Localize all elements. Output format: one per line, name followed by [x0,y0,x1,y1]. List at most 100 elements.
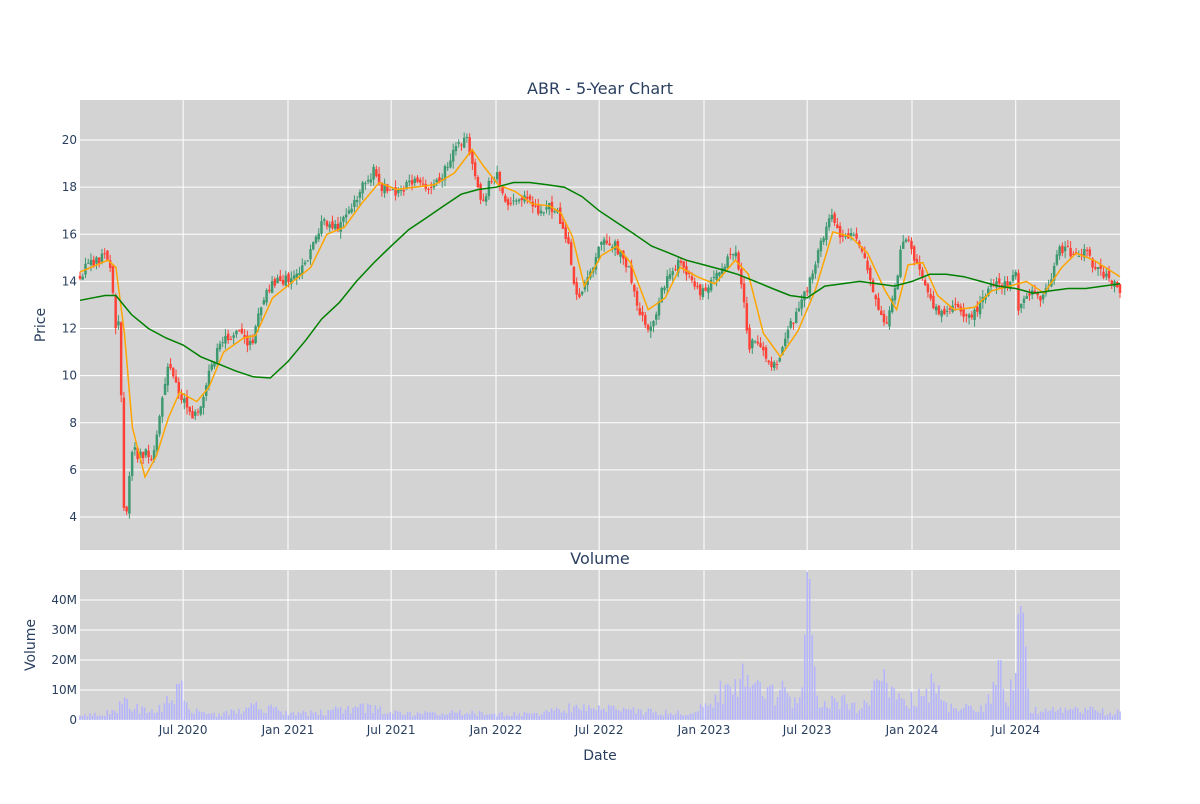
volume-bar [612,705,615,720]
volume-bar [210,713,213,720]
price-candle [767,359,770,365]
volume-bar [141,706,143,720]
volume-bar [1067,710,1069,720]
volume-bar [555,707,558,720]
volume-bar [421,714,424,720]
price-candle [235,329,238,338]
volume-bar [729,686,732,720]
volume-bar [486,714,488,720]
volume-bar [396,711,399,720]
volume-bar [714,694,717,720]
volume-bar [401,715,404,720]
volume-bar [374,705,377,720]
price-candle [133,442,137,456]
volume-bar [501,711,503,720]
price-candle [825,222,828,246]
volume-bar [322,715,324,720]
volume-bar [526,712,528,720]
price-candle [95,256,98,270]
price-candle [268,284,271,294]
price-candle [402,185,406,196]
volume-bar [493,713,496,720]
price-candle [945,305,949,317]
volume-bar [851,702,853,720]
volume-y-tick-labels: 0 10M 20M 30M 40M [51,593,77,727]
x-tick-label: Jul 2024 [990,723,1040,737]
volume-bar [746,675,749,720]
volume-bar [684,714,687,720]
volume-y-tick-label: 40M [51,593,77,607]
volume-bar [257,709,260,720]
volume-bar [1104,715,1106,720]
price-y-tick-labels: 4 6 8 10 12 14 16 18 20 [62,133,77,524]
price-candle [923,277,927,287]
price-candle [635,287,639,311]
volume-bar [605,712,607,720]
volume-bar [548,711,550,720]
price-candle [1019,303,1023,313]
volume-bar [416,712,419,720]
volume-bar [669,713,672,720]
volume-bar [114,710,116,720]
price-candle [715,269,718,287]
volume-bar [791,708,794,720]
volume-bar [950,703,952,720]
price-candle [509,197,513,207]
volume-bar [873,680,876,720]
volume-bar [146,713,148,720]
volume-bar [511,716,513,720]
price-candle [180,389,183,404]
price-candle [709,276,713,293]
volume-bar [195,708,198,720]
volume-bar [518,713,521,720]
price-candle [144,448,148,459]
price-y-tick-label: 8 [69,416,77,430]
price-candle [871,277,875,293]
price-candle [501,186,504,196]
price-candle [811,269,814,284]
volume-bar [1119,711,1121,720]
volume-bar [920,696,923,720]
volume-bar [863,700,866,720]
volume-bar [913,705,915,720]
volume-bar [1017,613,1019,720]
volume-bar [384,713,387,720]
volume-bar [156,712,158,720]
volume-bar [262,712,265,720]
price-y-tick-label: 16 [62,227,77,241]
volume-bar [1101,708,1104,720]
volume-bar [858,709,861,720]
volume-bar [764,699,766,720]
price-candle [344,208,348,224]
volume-bar [754,682,756,720]
volume-bar [315,711,317,720]
volume-bar [481,712,483,720]
volume-bar [712,707,714,720]
price-candle [218,340,222,352]
volume-bar [225,710,228,720]
volume-bar [441,713,444,720]
price-candle [1096,267,1100,276]
price-candle [210,360,213,372]
volume-bar [570,712,573,720]
volume-bar [496,716,498,720]
volume-bar [761,696,764,720]
price-candle [1028,288,1031,301]
volume-bar [508,715,511,720]
volume-bar [543,711,545,720]
price-candle [1094,261,1097,271]
price-candle [430,181,433,195]
price-candle [564,222,567,243]
volume-bar [545,710,548,720]
price-candle [97,257,101,268]
price-candle [934,303,938,315]
volume-bar [947,712,950,720]
price-candle [1118,283,1122,299]
price-candle [1066,239,1070,248]
price-candle [602,237,606,252]
volume-bar [153,713,156,720]
volume-bar [173,704,176,720]
volume-bar [347,705,349,720]
price-candle [756,335,760,346]
price-candle [915,254,919,264]
